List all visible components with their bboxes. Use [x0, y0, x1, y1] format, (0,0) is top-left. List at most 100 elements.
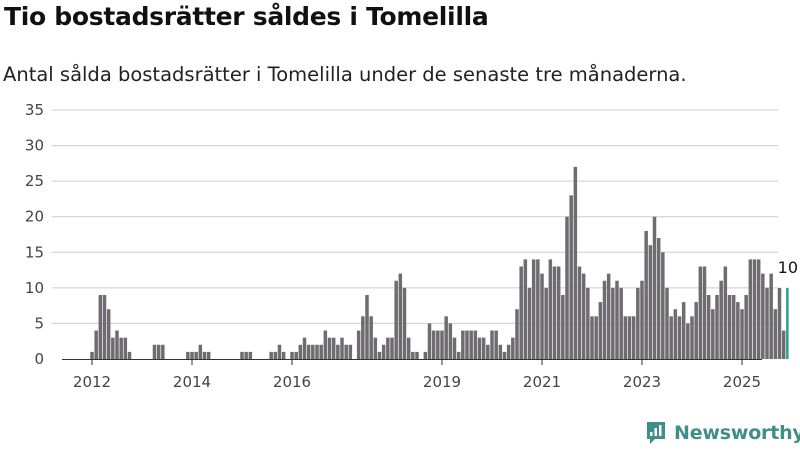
bar[interactable] — [461, 330, 465, 359]
bar[interactable] — [731, 294, 736, 359]
bar[interactable] — [594, 316, 598, 359]
bar[interactable] — [761, 273, 765, 359]
bar[interactable] — [502, 351, 507, 359]
bar[interactable] — [677, 316, 682, 359]
bar[interactable] — [486, 344, 490, 359]
bar[interactable] — [619, 287, 623, 359]
bar[interactable] — [723, 266, 728, 359]
bar[interactable] — [636, 287, 640, 359]
bar[interactable] — [440, 330, 444, 359]
bar[interactable] — [552, 266, 557, 359]
bar[interactable] — [102, 294, 107, 359]
bar[interactable] — [536, 259, 540, 359]
bar[interactable] — [523, 259, 528, 359]
bar[interactable] — [452, 337, 457, 359]
bar[interactable] — [269, 351, 273, 359]
bar[interactable] — [706, 294, 711, 359]
bar[interactable] — [456, 351, 461, 359]
bar[interactable] — [773, 309, 778, 359]
bar[interactable] — [406, 337, 411, 359]
bar[interactable] — [686, 323, 690, 359]
bar[interactable] — [527, 287, 532, 359]
bar[interactable] — [244, 351, 248, 359]
bar[interactable] — [161, 344, 165, 359]
bar[interactable] — [240, 351, 244, 359]
bar[interactable] — [415, 351, 419, 359]
bar[interactable] — [361, 316, 365, 359]
bar[interactable] — [656, 238, 661, 359]
bar[interactable] — [727, 294, 732, 359]
bar[interactable] — [694, 302, 698, 359]
bar[interactable] — [377, 351, 382, 359]
bar[interactable] — [498, 344, 503, 359]
bar[interactable] — [652, 216, 657, 359]
bar[interactable] — [431, 330, 436, 359]
bar[interactable] — [306, 344, 311, 359]
bar[interactable] — [273, 351, 278, 359]
bar[interactable] — [194, 351, 198, 359]
bar[interactable] — [398, 273, 403, 359]
bar[interactable] — [186, 351, 190, 359]
newsworthy-logo[interactable]: Newsworthy — [645, 420, 800, 446]
bar[interactable] — [327, 337, 332, 359]
bar[interactable] — [444, 316, 448, 359]
bar[interactable] — [427, 323, 432, 359]
bar[interactable] — [294, 351, 298, 359]
bar[interactable] — [698, 266, 703, 359]
bar[interactable] — [644, 230, 648, 359]
bar[interactable] — [127, 351, 132, 359]
bar[interactable] — [631, 316, 636, 359]
bar[interactable] — [711, 309, 715, 359]
bar[interactable] — [248, 351, 253, 359]
bar[interactable] — [769, 273, 773, 359]
bar[interactable] — [715, 294, 719, 359]
bar[interactable] — [748, 259, 753, 359]
bar[interactable] — [381, 344, 386, 359]
bar[interactable] — [756, 259, 761, 359]
bar[interactable] — [490, 330, 494, 359]
bar[interactable] — [448, 323, 453, 359]
bar[interactable] — [548, 259, 553, 359]
bar[interactable] — [119, 337, 123, 359]
bar[interactable] — [781, 330, 786, 359]
bar[interactable] — [394, 280, 398, 359]
bar[interactable] — [331, 337, 336, 359]
bar[interactable] — [298, 344, 303, 359]
bar[interactable] — [390, 337, 394, 359]
bar[interactable] — [623, 316, 628, 359]
bar[interactable] — [740, 309, 744, 359]
bar[interactable] — [411, 351, 415, 359]
bar[interactable] — [569, 195, 573, 359]
bar[interactable] — [690, 316, 694, 359]
bar[interactable] — [511, 337, 515, 359]
bar[interactable] — [319, 344, 323, 359]
bar[interactable] — [661, 252, 665, 359]
bar[interactable] — [540, 273, 544, 359]
bar[interactable] — [736, 302, 740, 359]
bar[interactable] — [477, 337, 482, 359]
bar[interactable] — [344, 344, 348, 359]
bar[interactable] — [640, 280, 644, 359]
bar[interactable] — [386, 337, 390, 359]
bar[interactable] — [106, 309, 111, 359]
bar[interactable] — [469, 330, 473, 359]
bar[interactable] — [302, 337, 307, 359]
bar[interactable] — [315, 344, 319, 359]
bar[interactable] — [515, 309, 519, 359]
bar[interactable] — [436, 330, 440, 359]
bar[interactable] — [123, 337, 128, 359]
bar[interactable] — [290, 351, 294, 359]
bar[interactable] — [669, 316, 673, 359]
bar[interactable] — [590, 316, 594, 359]
bar[interactable] — [627, 316, 632, 359]
bar[interactable] — [752, 259, 757, 359]
bar[interactable] — [98, 294, 103, 359]
bar[interactable] — [111, 337, 115, 359]
bar[interactable] — [602, 280, 607, 359]
bar[interactable] — [765, 287, 769, 359]
bar[interactable] — [561, 294, 565, 359]
bar[interactable] — [598, 302, 603, 359]
bar[interactable] — [340, 337, 344, 359]
bar[interactable] — [356, 330, 361, 359]
bar[interactable] — [581, 273, 586, 359]
